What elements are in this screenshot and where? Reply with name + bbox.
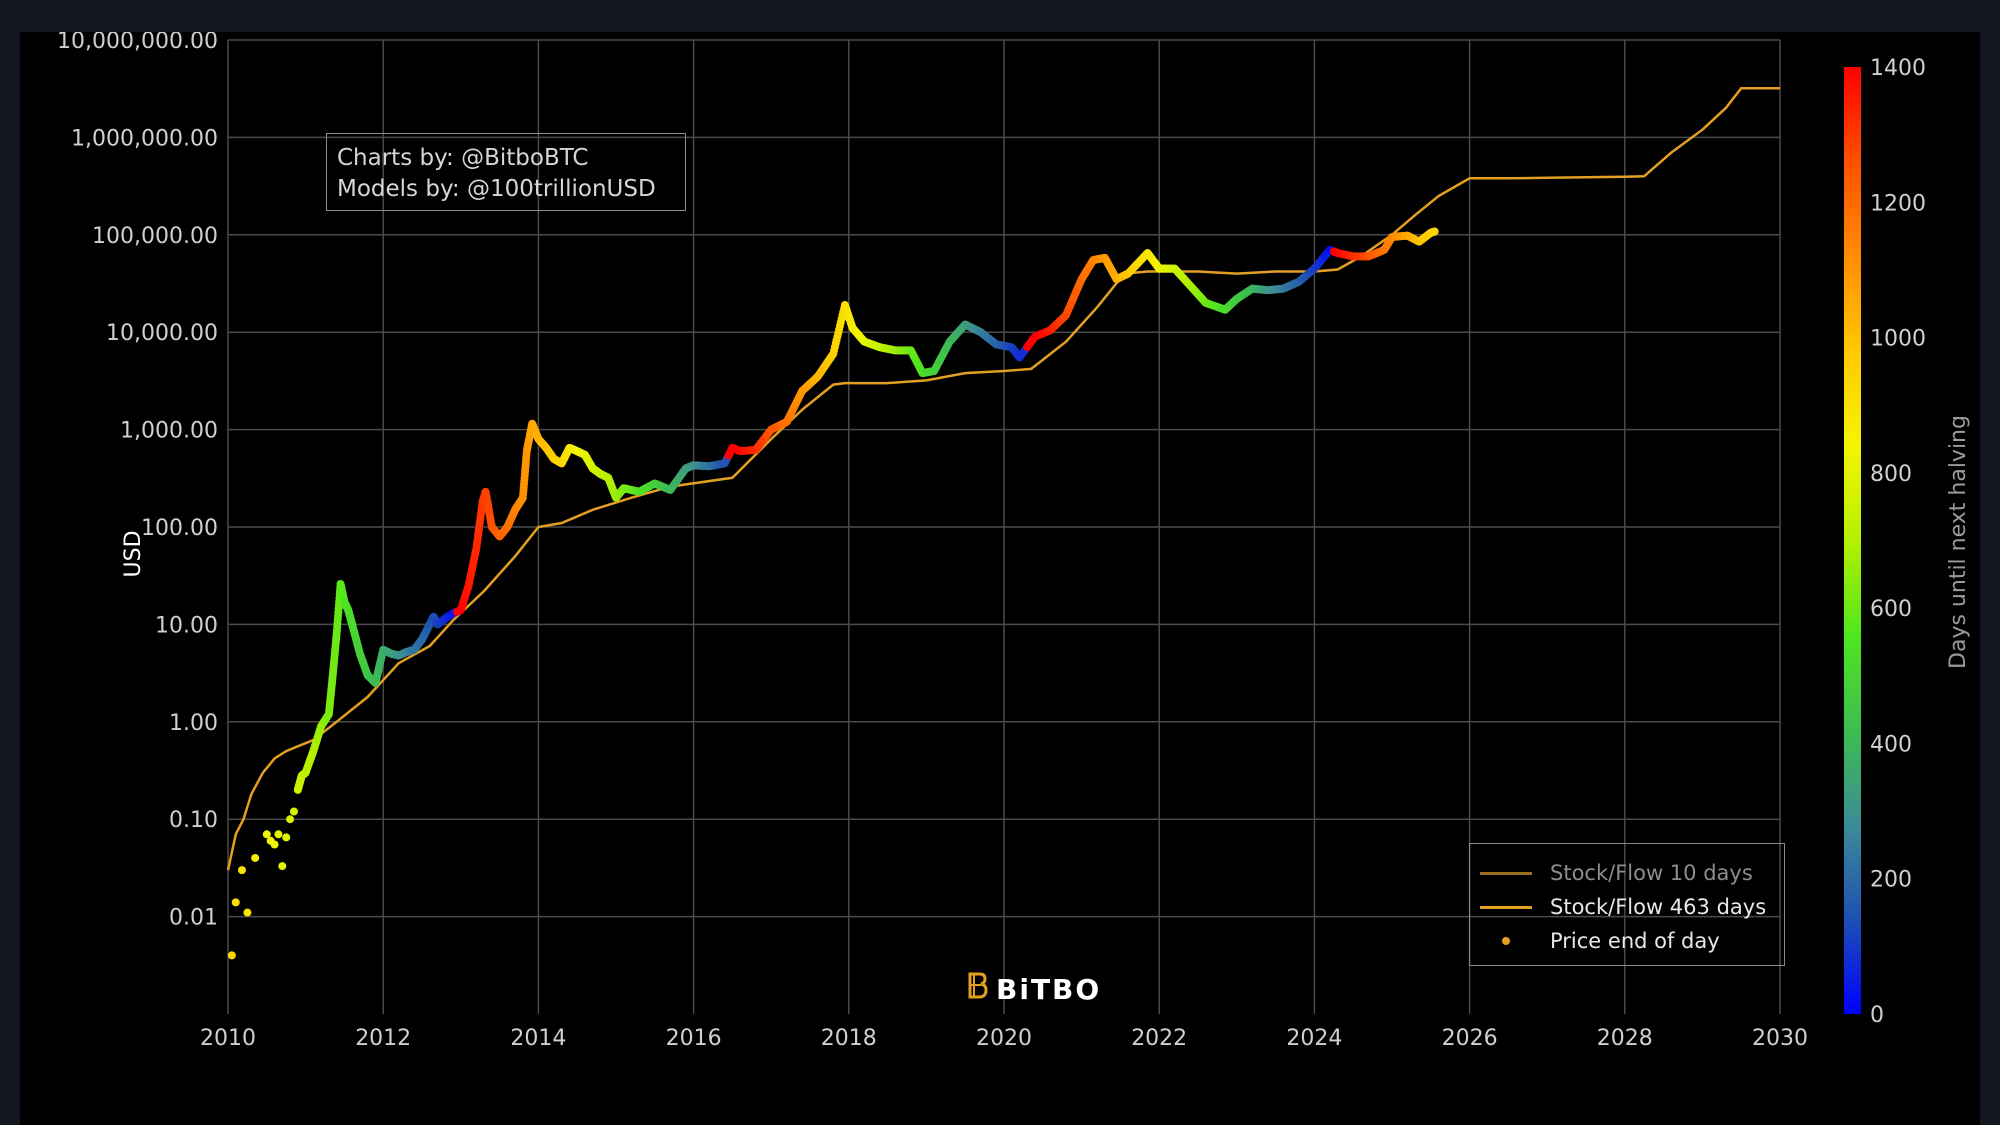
x-tick-label: 2022 (1131, 1026, 1187, 1051)
price-point (289, 807, 298, 816)
y-tick-label: 10,000,000.00 (57, 32, 218, 54)
watermark-text: BiTBO (996, 972, 1102, 1006)
legend-label: Price end of day (1550, 929, 1720, 953)
legend: Stock/Flow 10 days Stock/Flow 463 days P… (1469, 843, 1785, 966)
x-tick-label: 2014 (510, 1026, 566, 1051)
x-tick-label: 2024 (1286, 1026, 1342, 1051)
y-tick-label: 100,000.00 (92, 224, 218, 249)
y-tick-label: 10.00 (155, 613, 218, 638)
price-point (231, 898, 240, 907)
y-tick-label: 10,000.00 (106, 321, 218, 346)
legend-item-price[interactable]: Price end of day (1470, 924, 1784, 958)
colorbar-tick-label: 400 (1870, 732, 1912, 757)
legend-label: Stock/Flow 10 days (1550, 861, 1753, 885)
y-axis-ticks: 10,000,000.00 1,000,000.00 100,000.00 10,00… (57, 32, 218, 931)
x-tick-label: 2018 (821, 1026, 877, 1051)
credits-models-by: Models by: @100trillionUSD (337, 176, 656, 202)
price-point (286, 815, 295, 824)
price-point (274, 830, 283, 839)
y-tick-label: 0.01 (169, 906, 218, 931)
bitbo-watermark: BiTBO (966, 969, 1101, 1009)
price-point (227, 951, 236, 960)
x-tick-label: 2026 (1442, 1026, 1498, 1051)
legend-dot-swatch (1480, 931, 1532, 951)
price-point (243, 908, 252, 917)
legend-line-swatch (1480, 897, 1532, 917)
colorbar-title: Days until next halving (1946, 415, 1971, 669)
y-tick-label: 100.00 (141, 516, 218, 541)
x-tick-label: 2020 (976, 1026, 1032, 1051)
y-axis-label: USD (121, 530, 146, 577)
colorbar-ticks: 1400 1200 1000 800 600 400 200 0 (1870, 56, 1926, 1028)
credits-box: Charts by: @BitboBTC Models by: @100tril… (326, 133, 686, 211)
y-tick-label: 1.00 (169, 711, 218, 736)
x-tick-label: 2010 (200, 1026, 256, 1051)
colorbar-tick-label: 1000 (1870, 327, 1926, 352)
price-point (1430, 227, 1439, 236)
price-point (278, 862, 287, 871)
colorbar-tick-label: 1200 (1870, 191, 1926, 216)
colorbar (1844, 67, 1861, 1014)
stock-to-flow-chart: 10,000,000.00 1,000,000.00 100,000.00 10,00… (57, 32, 1971, 1051)
price-point (262, 830, 271, 839)
price-point (270, 840, 279, 849)
price-point (237, 866, 246, 875)
y-tick-label: 0.10 (169, 808, 218, 833)
y-tick-label: 1,000.00 (120, 419, 218, 444)
credits-charts-by: Charts by: @BitboBTC (337, 145, 589, 171)
x-axis-ticks: 2010 2012 2014 2016 2018 2020 2022 2024 2026 2028… (200, 1026, 1808, 1051)
price-point (282, 833, 291, 842)
stock-to-flow-line (226, 86, 1780, 871)
colorbar-tick-label: 200 (1870, 868, 1912, 893)
legend-line-swatch (1480, 863, 1532, 883)
x-tick-label: 2028 (1597, 1026, 1653, 1051)
colorbar-tick-label: 600 (1870, 597, 1912, 622)
colorbar-tick-label: 0 (1870, 1003, 1884, 1028)
colorbar-tick-label: 1400 (1870, 56, 1926, 81)
colorbar-tick-label: 800 (1870, 462, 1912, 487)
y-tick-label: 1,000,000.00 (71, 126, 218, 151)
price-point (251, 853, 260, 862)
sf-463-days-line (226, 86, 1780, 871)
price-dots (227, 227, 1439, 960)
legend-item-sf-463-days[interactable]: Stock/Flow 463 days (1470, 890, 1784, 924)
bitbo-logo-icon (966, 972, 988, 1007)
x-tick-label: 2016 (666, 1026, 722, 1051)
legend-item-sf-10-days[interactable]: Stock/Flow 10 days (1470, 856, 1784, 890)
x-tick-label: 2012 (355, 1026, 411, 1051)
x-tick-label: 2030 (1752, 1026, 1808, 1051)
chart-container: 10,000,000.00 1,000,000.00 100,000.00 10,00… (20, 32, 1980, 1125)
legend-label: Stock/Flow 463 days (1550, 895, 1767, 919)
